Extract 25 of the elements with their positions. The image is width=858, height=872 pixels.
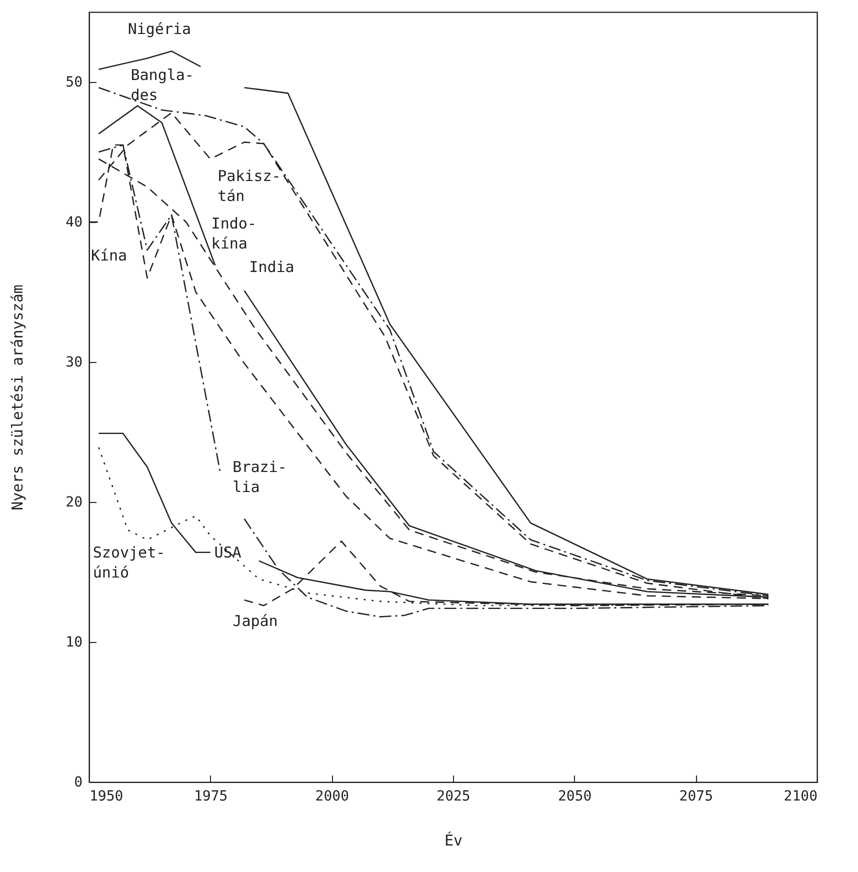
series-label: USA <box>214 543 242 562</box>
series-label: Kína <box>90 246 128 265</box>
series-label: Brazi- lia <box>232 458 287 496</box>
x-tick-label: 2100 <box>784 788 818 804</box>
x-tick-label: 1950 <box>90 788 124 804</box>
y-tick-label: 40 <box>66 214 82 230</box>
series-label: Bangla- des <box>130 66 194 104</box>
series-label: India <box>249 258 294 276</box>
x-tick-label: 2050 <box>558 788 592 804</box>
x-tick-label: 2075 <box>679 788 714 804</box>
series-label: Indo- kína <box>211 214 256 252</box>
y-tick-label: 30 <box>66 354 82 370</box>
y-tick-label: 50 <box>66 74 82 90</box>
x-tick-label: 2000 <box>315 788 350 804</box>
x-tick-label: 1975 <box>194 788 228 804</box>
y-tick-label: 20 <box>66 494 82 510</box>
series-label: Japán <box>232 612 278 630</box>
x-axis-title: Év <box>444 832 463 850</box>
series-label: Pakisz- tán <box>218 166 281 205</box>
y-tick-label: 10 <box>66 634 82 650</box>
y-axis-title: Nyers születési arányszám <box>8 284 27 510</box>
series-label: Szovjet- únió <box>92 543 166 582</box>
y-tick-label: 0 <box>74 774 82 790</box>
x-tick-label: 2025 <box>436 788 470 804</box>
series-label: Nigéria <box>128 20 192 38</box>
